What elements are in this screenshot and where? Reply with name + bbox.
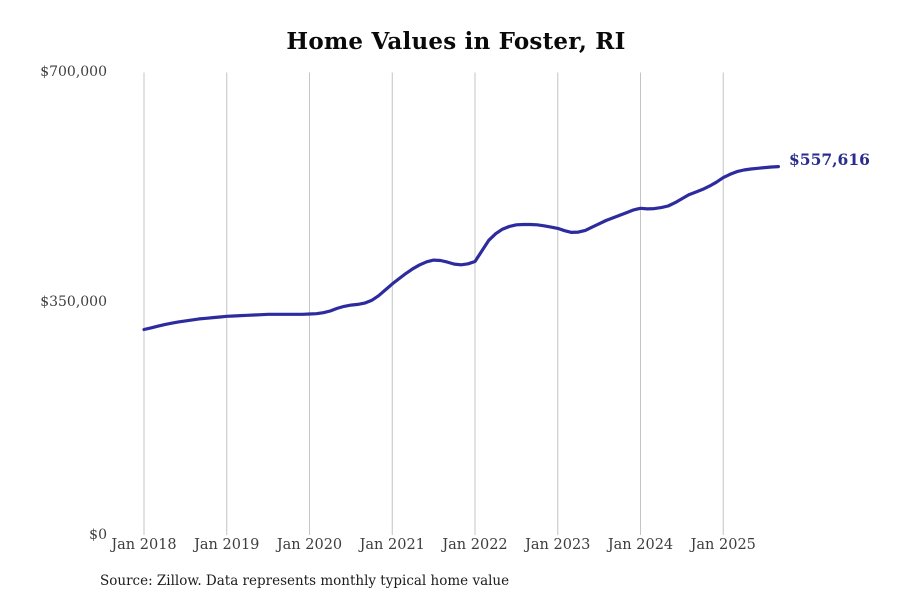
x-axis-tick-jan-2022: Jan 2022 bbox=[442, 537, 508, 553]
x-axis-tick-jan-2018: Jan 2018 bbox=[111, 537, 177, 553]
x-axis-tick-jan-2020: Jan 2020 bbox=[276, 537, 343, 553]
x-axis-tick-jan-2019: Jan 2019 bbox=[194, 537, 260, 553]
x-axis-tick-jan-2024: Jan 2024 bbox=[607, 537, 674, 553]
x-axis-tick-jan-2023: Jan 2023 bbox=[525, 537, 591, 553]
source-note: Source: Zillow. Data represents monthly … bbox=[100, 573, 510, 589]
latest-value-label: $557,616 bbox=[789, 150, 870, 169]
x-axis-tick-jan-2021: Jan 2021 bbox=[359, 537, 425, 553]
home-value-line-series bbox=[142, 165, 780, 332]
y-axis-tick-0: $0 bbox=[89, 527, 107, 543]
y-axis-tick-350000: $350,000 bbox=[40, 294, 107, 310]
x-axis-tick-jan-2025: Jan 2025 bbox=[690, 537, 756, 553]
y-axis-tick-700000: $700,000 bbox=[40, 64, 107, 80]
chart-title: Home Values in Foster, RI bbox=[286, 28, 626, 55]
